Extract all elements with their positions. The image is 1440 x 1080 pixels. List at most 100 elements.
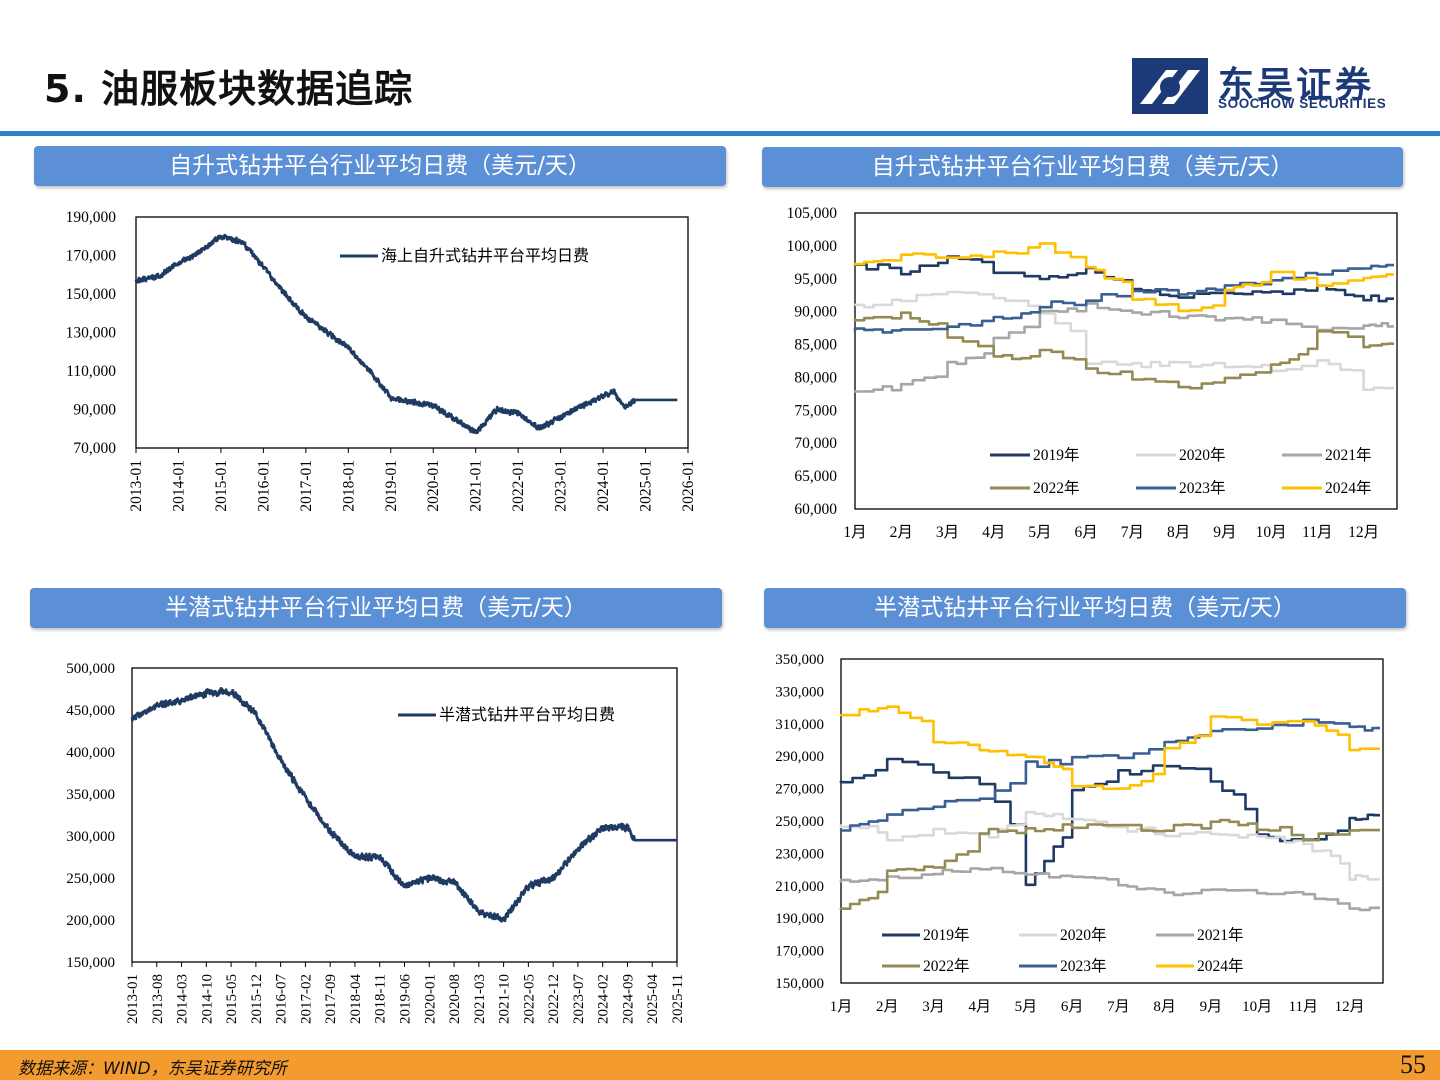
x-tick-label: 2023-07 xyxy=(571,974,587,1024)
panel-header-bottom-right: 半潜式钻井平台行业平均日费（美元/天） xyxy=(764,588,1406,628)
footer-source: 数据来源：WIND，东吴证券研究所 xyxy=(18,1059,287,1079)
x-tick-label: 2024-01 xyxy=(595,460,612,512)
x-tick-label: 2015-05 xyxy=(224,974,240,1024)
x-tick-label: 11月 xyxy=(1302,524,1332,541)
x-tick-label: 2023-01 xyxy=(553,460,570,512)
x-tick-label: 2018-04 xyxy=(348,974,364,1024)
legend-label: 海上自升式钻井平台平均日费 xyxy=(381,247,589,265)
y-tick-label: 250,000 xyxy=(66,871,115,887)
y-tick-label: 150,000 xyxy=(66,286,117,303)
y-tick-label: 450,000 xyxy=(66,703,115,719)
x-tick-label: 11月 xyxy=(1289,999,1318,1015)
y-tick-label: 150,000 xyxy=(775,976,824,992)
x-tick-label: 2026-01 xyxy=(680,460,697,512)
x-tick-label: 12月 xyxy=(1348,524,1379,541)
panel-header-top-left: 自升式钻井平台行业平均日费（美元/天） xyxy=(34,146,726,186)
y-tick-label: 230,000 xyxy=(775,846,824,862)
y-tick-label: 90,000 xyxy=(73,402,116,419)
series-line xyxy=(839,757,1380,887)
series-line xyxy=(853,302,1394,393)
chart-semisub_history: 500,000 450,000 400,000 350,000 300,000 250,0… xyxy=(66,661,686,1024)
y-tick-label: 350,000 xyxy=(66,787,115,803)
x-tick-label: 2015-01 xyxy=(213,460,230,512)
x-tick-label: 2014-01 xyxy=(170,460,187,512)
x-tick-label: 2015-12 xyxy=(249,974,265,1024)
x-tick-label: 2016-01 xyxy=(255,460,272,512)
y-tick-label: 105,000 xyxy=(787,205,838,222)
x-tick-label: 7月 xyxy=(1121,524,1144,541)
y-tick-label: 350,000 xyxy=(775,652,824,668)
x-tick-label: 2018-11 xyxy=(373,974,389,1023)
x-tick-label: 3月 xyxy=(922,999,945,1015)
y-tick-label: 170,000 xyxy=(775,944,824,960)
y-tick-label: 190,000 xyxy=(66,209,117,226)
series-line xyxy=(839,866,1380,912)
footer-bar: 数据来源：WIND，东吴证券研究所 55 xyxy=(0,1050,1440,1080)
series-line xyxy=(853,311,1394,390)
x-tick-label: 10月 xyxy=(1256,524,1287,541)
y-tick-label: 500,000 xyxy=(66,661,115,677)
y-tick-label: 70,000 xyxy=(794,435,837,452)
y-tick-label: 210,000 xyxy=(775,879,824,895)
legend-label: 半潜式钻井平台平均日费 xyxy=(439,706,615,724)
series-line xyxy=(839,818,1380,911)
x-tick-label: 2013-01 xyxy=(125,974,141,1024)
x-tick-label: 2014-03 xyxy=(175,974,191,1024)
legend-label: 2019年 xyxy=(1033,446,1080,464)
y-tick-label: 95,000 xyxy=(794,271,837,288)
series-line xyxy=(839,718,1380,832)
x-tick-label: 10月 xyxy=(1242,999,1272,1015)
logo-name: 东吴证券 xyxy=(1218,65,1375,106)
logo-english-name: SOOCHOW SECURITIES xyxy=(1218,96,1387,111)
x-tick-label: 6月 xyxy=(1061,999,1084,1015)
legend-label: 2024年 xyxy=(1197,957,1244,975)
x-tick-label: 2月 xyxy=(890,524,913,541)
y-tick-label: 290,000 xyxy=(775,749,824,765)
x-tick-label: 2019-01 xyxy=(383,460,400,512)
y-tick-label: 170,000 xyxy=(66,248,117,265)
y-tick-label: 130,000 xyxy=(66,325,117,342)
y-tick-label: 150,000 xyxy=(66,955,115,971)
y-tick-label: 200,000 xyxy=(66,913,115,929)
x-tick-label: 2024-09 xyxy=(620,974,636,1024)
legend-label: 2019年 xyxy=(923,926,970,944)
chart-jackup_history: 190,000 170,000 150,000 130,000 110,000 90,00… xyxy=(66,209,697,512)
x-tick-label: 8月 xyxy=(1153,999,1176,1015)
legend-label: 2022年 xyxy=(923,957,970,975)
x-tick-label: 2021-01 xyxy=(468,460,485,512)
legend-label: 2020年 xyxy=(1060,926,1107,944)
x-tick-label: 2021-03 xyxy=(472,974,488,1024)
panel-header-bottom-left: 半潜式钻井平台行业平均日费（美元/天） xyxy=(30,588,722,628)
x-tick-label: 2024-02 xyxy=(596,974,612,1024)
x-tick-label: 2014-10 xyxy=(199,974,215,1024)
x-tick-label: 2020-01 xyxy=(425,460,442,512)
x-tick-label: 12月 xyxy=(1335,999,1365,1015)
x-tick-label: 2013-08 xyxy=(150,974,166,1024)
x-tick-label: 3月 xyxy=(936,524,959,541)
x-tick-label: 2月 xyxy=(876,999,899,1015)
y-tick-label: 70,000 xyxy=(73,440,116,457)
y-tick-label: 250,000 xyxy=(775,814,824,830)
plot-area xyxy=(840,658,1384,984)
y-tick-label: 60,000 xyxy=(794,501,837,518)
x-tick-label: 2022-05 xyxy=(521,974,537,1024)
series-line xyxy=(134,233,679,435)
company-logo: 东吴证券 SOOCHOW SECURITIES xyxy=(1132,58,1404,114)
x-tick-label: 2022-01 xyxy=(510,460,527,512)
legend-label: 2023年 xyxy=(1060,957,1107,975)
x-tick-label: 4月 xyxy=(982,524,1005,541)
y-tick-label: 400,000 xyxy=(66,745,115,761)
legend-label: 2020年 xyxy=(1179,446,1226,464)
series-line xyxy=(853,242,1394,313)
x-tick-label: 7月 xyxy=(1107,999,1130,1015)
y-tick-label: 190,000 xyxy=(775,911,824,927)
x-tick-label: 5月 xyxy=(1015,999,1038,1015)
legend-label: 2024年 xyxy=(1325,479,1372,497)
legend-label: 2023年 xyxy=(1179,479,1226,497)
legend-label: 2021年 xyxy=(1325,446,1372,464)
x-tick-label: 2022-12 xyxy=(546,974,562,1024)
y-tick-label: 330,000 xyxy=(775,684,824,700)
y-tick-label: 65,000 xyxy=(794,468,837,485)
legend-label: 2021年 xyxy=(1197,926,1244,944)
